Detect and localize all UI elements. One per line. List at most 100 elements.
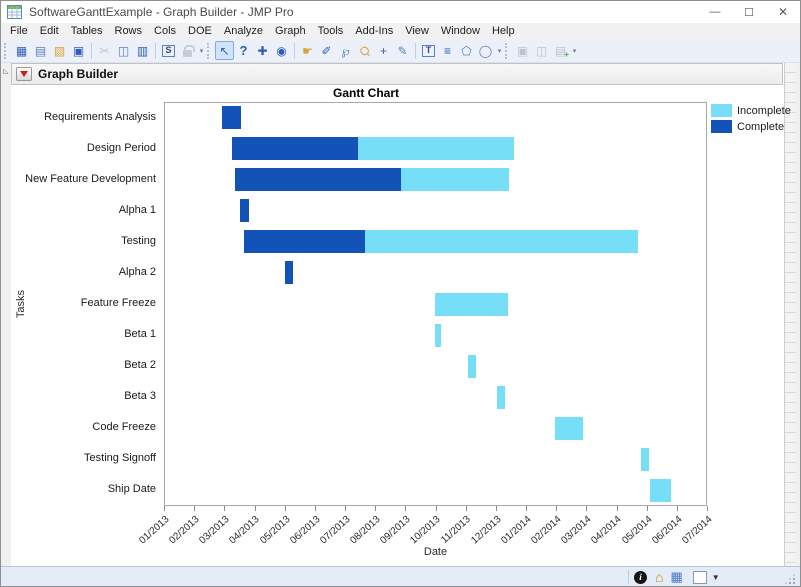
toolbar-grip[interactable] — [207, 42, 212, 59]
script-window-icon[interactable]: S — [159, 41, 178, 60]
x-axis-tick-label-text: 12/2013 — [468, 514, 504, 547]
x-axis-tick — [616, 506, 618, 511]
brush-tool-icon[interactable]: ✐ — [321, 43, 332, 58]
task-label: Alpha 2 — [118, 265, 156, 278]
window-scroll-strip[interactable] — [784, 63, 796, 566]
move-tool-icon[interactable]: ✚ — [257, 43, 268, 58]
magnifier-tool-icon[interactable]: Ϙ — [356, 42, 373, 59]
lock-icon[interactable] — [178, 41, 197, 60]
gantt-bar-incomplete[interactable] — [468, 354, 477, 378]
save-journal-icon[interactable]: ▣ — [516, 43, 529, 58]
gantt-bar-complete[interactable] — [243, 230, 365, 254]
red-triangle-menu-button[interactable] — [16, 67, 32, 81]
menu-tables[interactable]: Tables — [70, 25, 103, 37]
window-list-button[interactable] — [692, 570, 707, 584]
window-list-caret-icon[interactable]: ▼ — [711, 572, 720, 582]
menu-graph[interactable]: Graph — [275, 25, 306, 37]
toolbar-grip[interactable] — [4, 42, 9, 59]
gantt-bar-complete[interactable] — [239, 199, 249, 223]
task-label: Testing — [121, 234, 156, 247]
report-title: Graph Builder — [38, 67, 119, 81]
legend-label: Incomplete — [737, 104, 791, 117]
lasso-tool-icon[interactable]: ℘ — [341, 43, 350, 58]
crosshair-tool-icon[interactable]: + — [379, 43, 387, 58]
x-axis-tick-label-text: 08/2013 — [348, 514, 383, 547]
menu-tools[interactable]: Tools — [317, 25, 344, 37]
gantt-bar-incomplete[interactable] — [434, 292, 509, 316]
eraser-tool-icon[interactable]: ✎ — [397, 43, 408, 58]
x-axis-tick — [556, 506, 558, 511]
x-axis-tick — [375, 506, 377, 511]
toolbar-overflow-chevron[interactable]: ▾ — [199, 47, 204, 55]
cut-icon[interactable]: ✂ — [99, 43, 110, 58]
minimize-button[interactable]: — — [709, 6, 721, 18]
y-axis-title: Tasks — [15, 289, 27, 319]
gantt-bar-incomplete[interactable] — [364, 230, 639, 254]
menu-cols[interactable]: Cols — [154, 25, 177, 37]
paste-special-icon[interactable]: ◫ — [535, 43, 548, 58]
gantt-bar-complete[interactable] — [285, 261, 294, 285]
resize-grip[interactable] — [782, 571, 795, 584]
menu-view[interactable]: View — [405, 25, 429, 37]
target-tool-icon[interactable]: ◉ — [276, 43, 287, 58]
home-window-icon[interactable]: ⌂ — [655, 569, 664, 585]
x-axis-tick-label-text: 01/2013 — [137, 514, 172, 547]
maximize-button[interactable]: ☐ — [744, 6, 754, 19]
polygon-annotate-icon[interactable]: ⬠ — [461, 43, 472, 58]
toolbar-overflow-chevron[interactable]: ▾ — [497, 47, 502, 55]
line-annotate-icon[interactable]: ≡ — [443, 43, 451, 58]
gantt-bar-incomplete[interactable] — [434, 323, 442, 347]
copy-icon[interactable]: ◫ — [117, 43, 130, 58]
legend-row-incomplete: Incomplete — [711, 104, 791, 117]
arrow-tool-icon[interactable]: ↖ — [215, 41, 234, 60]
oval-annotate-icon[interactable]: ◯ — [478, 43, 493, 58]
menu-file[interactable]: File — [10, 25, 28, 37]
paste-icon[interactable]: ▥ — [136, 43, 149, 58]
x-axis-tick — [224, 506, 226, 511]
gantt-bar-incomplete[interactable] — [357, 137, 515, 161]
menu-rows[interactable]: Rows — [114, 25, 143, 37]
task-label: Testing Signoff — [84, 452, 156, 465]
disclosure-triangle-icon[interactable]: ⊿ — [2, 66, 10, 76]
gantt-bar-incomplete[interactable] — [641, 447, 650, 471]
x-axis-tick-label-text: 04/2014 — [589, 514, 624, 547]
new-journal-icon[interactable]: ▦ — [15, 43, 28, 58]
task-label: Beta 3 — [124, 390, 156, 403]
gantt-bar-incomplete[interactable] — [650, 478, 672, 502]
open-icon[interactable]: ▧ — [53, 43, 66, 58]
new-script-icon[interactable]: ▤ + — [554, 43, 569, 59]
gantt-bar-complete[interactable] — [234, 168, 401, 192]
incomplete-swatch[interactable] — [711, 104, 732, 117]
menu-window[interactable]: Window — [440, 25, 480, 37]
data-table-window-icon[interactable]: ▦ — [670, 569, 683, 584]
complete-swatch[interactable] — [711, 120, 732, 133]
menu-edit[interactable]: Edit — [39, 25, 59, 37]
menu-addins[interactable]: Add-Ins — [355, 25, 394, 37]
help-tool-icon[interactable]: ? — [239, 43, 248, 58]
gantt-bar-incomplete[interactable] — [400, 168, 510, 192]
menu-help[interactable]: Help — [491, 25, 515, 37]
gantt-bar-incomplete[interactable] — [554, 416, 583, 440]
window-edge — [796, 63, 800, 566]
gantt-bar-incomplete[interactable] — [497, 385, 506, 409]
x-axis-tick-label-text: 09/2013 — [378, 514, 413, 547]
menu-analyze[interactable]: Analyze — [223, 25, 264, 37]
toolbar-grip[interactable] — [505, 42, 510, 59]
toolbar-separator — [91, 42, 92, 59]
task-label: Beta 2 — [124, 359, 156, 372]
export-icon[interactable]: ▤ — [34, 43, 47, 58]
save-icon[interactable]: ▣ — [72, 43, 85, 58]
toolbar-overflow-chevron[interactable]: ▾ — [572, 47, 577, 55]
toolbar-separator — [294, 42, 295, 59]
gantt-bar-complete[interactable] — [231, 137, 358, 161]
menu-doe[interactable]: DOE — [188, 25, 212, 37]
menu-bar: File Edit Tables Rows Cols DOE Analyze G… — [1, 23, 800, 39]
gantt-bar-complete[interactable] — [221, 106, 241, 130]
task-label: Feature Freeze — [80, 297, 156, 309]
close-button[interactable]: ✕ — [777, 5, 789, 19]
hand-tool-icon[interactable]: ☛ — [302, 43, 313, 58]
info-icon[interactable]: i — [634, 570, 647, 584]
text-annotate-icon[interactable]: T — [419, 41, 438, 60]
chart-title: Gantt Chart — [333, 86, 399, 100]
